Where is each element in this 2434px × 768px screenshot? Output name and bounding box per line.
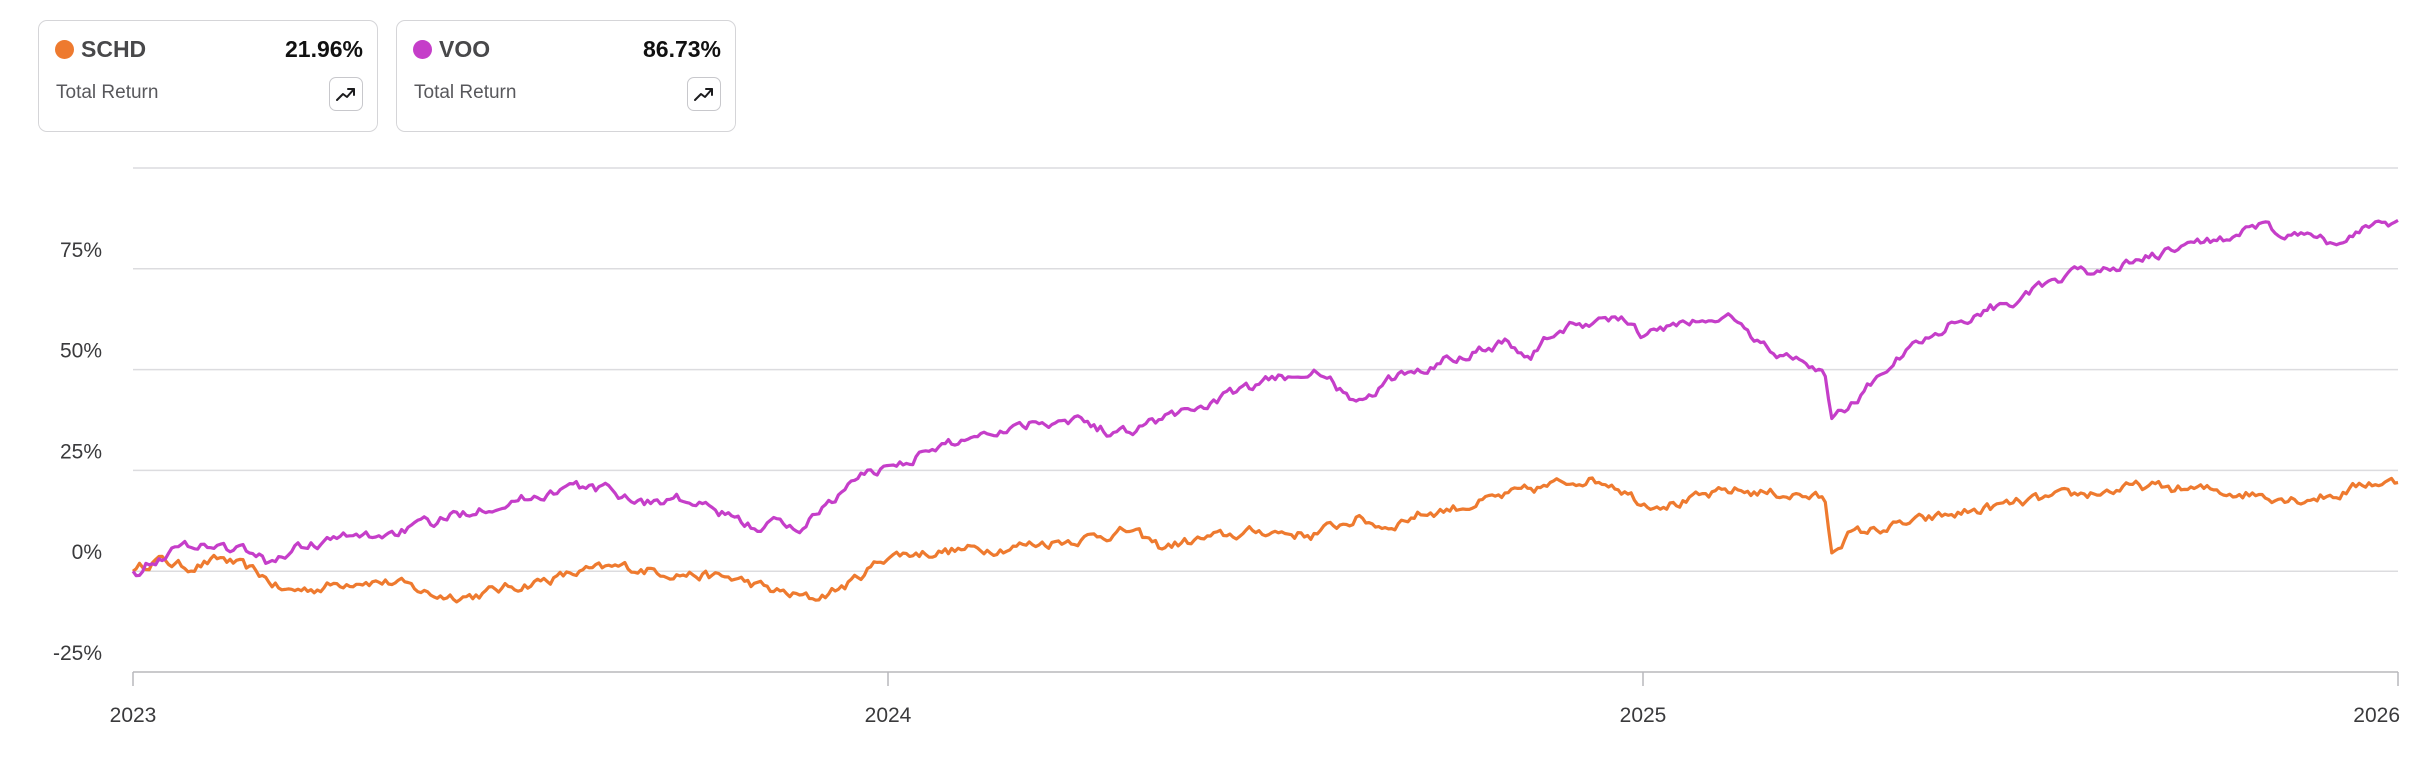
- y-axis-ticks: 75% 50% 25% 0% -25%: [53, 239, 102, 665]
- series-line-schd: [132, 476, 2399, 604]
- legend-card-voo[interactable]: VOO 86.73% Total Return: [396, 20, 736, 132]
- x-tick-label: 2024: [865, 704, 912, 727]
- trend-up-icon[interactable]: [329, 77, 363, 111]
- y-tick-label: 0%: [72, 541, 102, 564]
- x-tick-label: 2026: [2353, 704, 2400, 727]
- trend-up-icon[interactable]: [687, 77, 721, 111]
- y-tick-label: 50%: [60, 340, 102, 363]
- legend-card-schd[interactable]: SCHD 21.96% Total Return: [38, 20, 378, 132]
- y-tick-label: 25%: [60, 440, 102, 463]
- x-axis-ticks: 2023 2024 2025 2026: [110, 672, 2400, 727]
- x-tick-label: 2023: [110, 704, 157, 727]
- y-tick-label: -25%: [53, 642, 102, 665]
- y-tick-label: 75%: [60, 239, 102, 262]
- metric-label-schd: Total Return: [56, 82, 159, 103]
- series-line-voo: [131, 219, 2399, 578]
- total-return-value-voo: 86.73%: [642, 36, 721, 62]
- trend-up-icon-glyph: [336, 88, 355, 101]
- series-color-dot-schd: [55, 40, 74, 59]
- ticker-label-voo: VOO: [439, 36, 491, 62]
- trend-up-icon-glyph: [694, 88, 713, 101]
- grid-lines: [133, 167, 2398, 673]
- series-lines: [131, 219, 2399, 604]
- total-return-value-schd: 21.96%: [284, 36, 363, 62]
- metric-label-voo: Total Return: [414, 82, 517, 103]
- ticker-label-schd: SCHD: [81, 36, 147, 62]
- series-color-dot-voo: [413, 40, 432, 59]
- x-tick-label: 2025: [1620, 704, 1667, 727]
